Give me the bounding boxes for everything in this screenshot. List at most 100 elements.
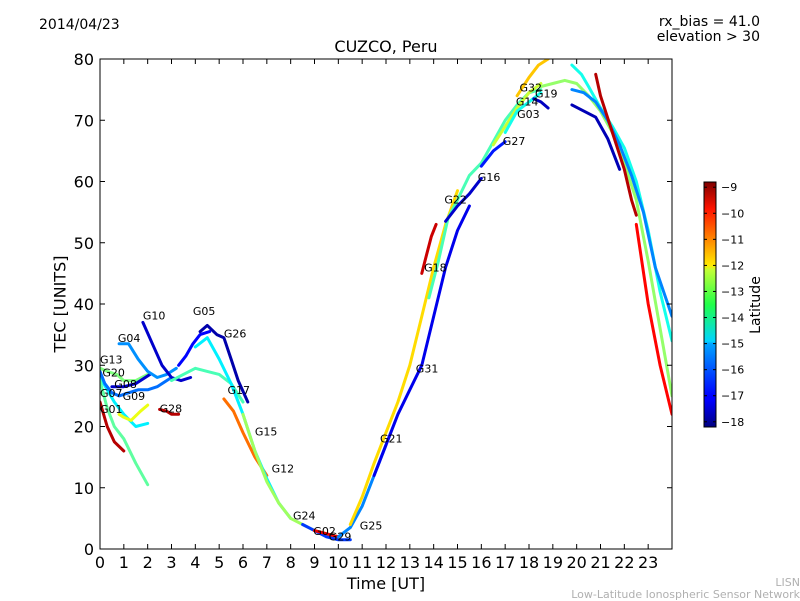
colorbar-tick-label: −18: [721, 416, 744, 429]
trace-prn-a: [539, 78, 672, 398]
label-g15: G15: [255, 426, 278, 439]
trace-g19: [532, 97, 550, 110]
x-tick-label: 9: [309, 553, 319, 572]
x-tick-label: 12: [376, 553, 396, 572]
y-tick-label: 0: [84, 540, 94, 559]
label-g18: G18: [424, 262, 447, 275]
trace-prn-d: [570, 103, 622, 171]
y-tick-label: 40: [74, 295, 94, 314]
y-tick-label: 70: [74, 111, 94, 130]
label-g03: G03: [517, 108, 540, 121]
colorbar-tick-label: −10: [721, 207, 744, 220]
trace-g08: [110, 372, 152, 389]
trace-g29: [313, 529, 340, 539]
x-tick-label: 14: [423, 553, 443, 572]
label-g01: G01: [100, 403, 123, 416]
label-g28: G28: [160, 402, 183, 415]
colorbar-tick-label: −15: [721, 338, 744, 351]
trace-g20: [100, 376, 150, 428]
y-axis-label: TEC [UNITS]: [50, 255, 70, 353]
label-g24: G24: [293, 510, 316, 523]
x-tick-label: 17: [495, 553, 515, 572]
x-tick-label: 21: [590, 553, 610, 572]
x-tick-label: 19: [543, 553, 563, 572]
trace-g13: [100, 366, 150, 383]
x-tick-label: 22: [614, 553, 634, 572]
trace-g07: [100, 369, 173, 398]
colorbar-tick-label: −17: [721, 390, 744, 403]
label-g02: G02: [313, 525, 336, 538]
colorbar-tick-label: −11: [721, 233, 744, 246]
x-tick-label: 18: [519, 553, 539, 572]
trace-g18: [420, 222, 438, 275]
trace-g09: [117, 403, 150, 422]
chart-title: CUZCO, Peru: [334, 37, 438, 56]
trace-prn-f: [634, 222, 672, 416]
trace-g04: [117, 342, 178, 379]
x-tick-label: 8: [286, 553, 296, 572]
x-tick-label: 2: [143, 553, 153, 572]
trace-g02: [301, 523, 352, 542]
y-tick-label: 30: [74, 356, 94, 375]
x-tick-label: 0: [95, 553, 105, 572]
label-g20: G20: [102, 366, 125, 379]
trace-g14: [503, 91, 543, 134]
label-g21: G21: [380, 432, 403, 445]
label-g10: G10: [143, 309, 166, 322]
y-tick-label: 50: [74, 234, 94, 253]
trace-g27: [479, 140, 507, 168]
x-tick-label: 4: [190, 553, 200, 572]
x-tick-label: 13: [400, 553, 420, 572]
y-tick-label: 60: [74, 173, 94, 192]
colorbar-tick-label: −14: [721, 312, 744, 325]
colorbar-tick-label: −12: [721, 259, 744, 272]
x-tick-label: 10: [328, 553, 348, 572]
tec-traces: [100, 59, 672, 542]
label-g31: G31: [416, 363, 439, 376]
colorbar-tick-label: −9: [721, 181, 737, 194]
label-g13: G13: [100, 353, 123, 366]
trace-g16: [444, 176, 483, 223]
x-tick-label: 11: [352, 553, 372, 572]
colorbar-tick-label: −13: [721, 285, 744, 298]
label-g05: G05: [193, 305, 216, 318]
trace-g01: [100, 379, 150, 487]
elevation-label: elevation > 30: [656, 29, 760, 45]
y-tick-label: 10: [74, 479, 94, 498]
trace-g26: [198, 323, 250, 404]
colorbar: [703, 181, 717, 428]
x-tick-label: 5: [214, 553, 224, 572]
label-g09: G09: [123, 390, 146, 403]
credit-long: Low-Latitude Ionospheric Sensor Network: [571, 588, 800, 601]
label-g29: G29: [329, 530, 352, 543]
x-tick-label: 20: [566, 553, 586, 572]
trace-prn-b: [570, 63, 672, 343]
trace-g03: [491, 82, 543, 147]
plot-frame: [99, 58, 673, 550]
colorbar-label: Latitude: [748, 276, 764, 334]
trace-g32: [515, 59, 550, 98]
trace-g28: [158, 407, 181, 416]
label-g27: G27: [503, 135, 526, 148]
x-axis-label: Time [UT]: [346, 574, 426, 593]
label-g17: G17: [228, 384, 251, 397]
x-tick-label: 23: [638, 553, 658, 572]
label-g12: G12: [272, 462, 295, 475]
label-g22: G22: [444, 194, 467, 207]
trace-g11: [100, 400, 126, 453]
rx-bias-label: rx_bias = 41.0: [658, 14, 760, 30]
y-axis-ticks: 0 10 20 30 40 50 60 70 80: [74, 50, 672, 559]
label-g04: G04: [118, 332, 141, 345]
x-tick-label: 3: [166, 553, 176, 572]
x-tick-label: 7: [262, 553, 272, 572]
x-tick-label: 6: [238, 553, 248, 572]
trace-prn-e: [594, 72, 638, 217]
label-g14: G14: [516, 96, 539, 109]
trace-g21: [348, 189, 459, 526]
x-tick-label: 1: [119, 553, 129, 572]
x-tick-label: 15: [447, 553, 467, 572]
trace-g31: [372, 204, 471, 477]
y-tick-label: 80: [74, 50, 94, 69]
